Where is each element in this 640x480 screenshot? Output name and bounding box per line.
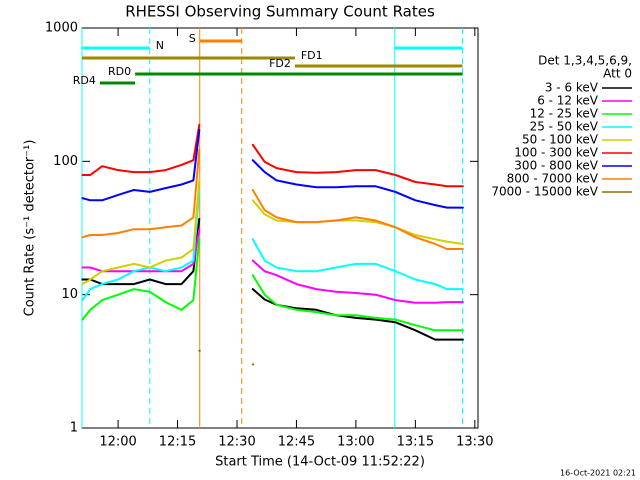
y-axis-label: Count Rate (s⁻¹ detector⁻¹) bbox=[23, 140, 38, 317]
legend-label: 100 - 300 keV bbox=[514, 146, 598, 160]
y-tick-label: 1 bbox=[70, 421, 78, 436]
x-axis-label: Start Time (14-Oct-09 11:52:22) bbox=[215, 455, 425, 470]
y-tick-label: 100 bbox=[53, 154, 78, 169]
legend-title: Det 1,3,4,5,6,9, bbox=[538, 54, 632, 68]
series-line bbox=[81, 179, 464, 286]
series-line bbox=[81, 238, 464, 332]
x-tick-label: 12:30 bbox=[218, 435, 255, 450]
legend-label: 6 - 12 keV bbox=[537, 94, 599, 108]
legend-label: 3 - 6 keV bbox=[545, 81, 599, 95]
series-line bbox=[198, 349, 255, 366]
chart-title: RHESSI Observing Summary Count Rates bbox=[125, 3, 435, 21]
x-tick-label: 12:15 bbox=[159, 435, 196, 450]
x-tick-label: 13:30 bbox=[456, 435, 493, 450]
series-line bbox=[81, 148, 464, 250]
x-tick-label: 13:00 bbox=[337, 435, 374, 450]
flag-label: FD2 bbox=[269, 57, 291, 70]
footer: 16-Oct-2021 02:21 bbox=[560, 469, 636, 478]
legend-label: 800 - 7000 keV bbox=[507, 172, 599, 186]
series-line bbox=[81, 228, 464, 304]
flag-label: RD0 bbox=[108, 65, 131, 78]
series-line bbox=[81, 189, 464, 302]
legend-label: 50 - 100 keV bbox=[522, 133, 599, 147]
legend-label: 12 - 25 keV bbox=[530, 107, 599, 121]
legend-title: Att 0 bbox=[603, 67, 632, 81]
legend-label: 7000 - 15000 keV bbox=[491, 185, 598, 199]
legend-label: 300 - 800 keV bbox=[514, 159, 598, 173]
x-tick-label: 13:15 bbox=[397, 435, 434, 450]
flag-label: FD1 bbox=[301, 49, 323, 62]
y-tick-label: 1000 bbox=[45, 21, 78, 36]
x-tick-label: 12:45 bbox=[278, 435, 315, 450]
flag-label: S bbox=[189, 32, 196, 45]
legend-label: 25 - 50 keV bbox=[530, 120, 599, 134]
x-tick-label: 12:00 bbox=[99, 435, 136, 450]
y-tick-label: 10 bbox=[61, 287, 78, 302]
flag-label: N bbox=[156, 39, 164, 52]
series-line bbox=[81, 123, 464, 188]
series-line bbox=[81, 128, 464, 209]
flag-label: RD4 bbox=[73, 74, 96, 87]
